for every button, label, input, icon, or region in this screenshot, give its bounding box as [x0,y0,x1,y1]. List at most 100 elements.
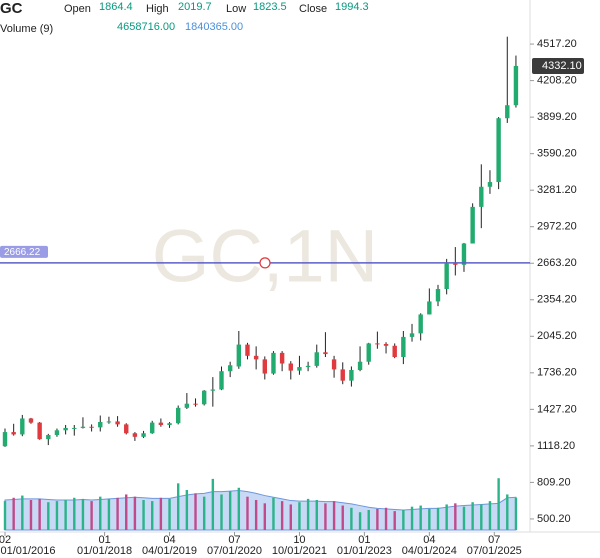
volume-bar [306,498,310,530]
x-tick-label: 01 [98,534,110,546]
volume-bar [125,494,128,530]
volume-bar [81,498,85,530]
volume-ma-area [4,490,517,531]
y-tick-label: 1118.20 [537,440,575,452]
volume-ma-value: 1840365.00 [185,21,243,33]
volume-bar [410,506,414,530]
candle-body [340,369,345,381]
high-label: High [146,3,169,15]
candle-body [72,427,77,429]
candle-body [176,407,181,424]
candle-body [470,206,475,244]
volume-bar [159,497,163,530]
candle-body [253,355,259,360]
volume-bar [73,497,76,530]
volume-bar [47,502,50,530]
y-tick-label: 3899.20 [537,111,577,123]
candle-body [297,367,302,371]
candle-body [37,422,42,440]
candle-body [193,403,198,405]
volume-bar [419,505,422,530]
candle-body [279,352,285,364]
x-date-label: 04/01/2019 [142,545,197,557]
x-date-label: 04/01/2024 [402,545,457,557]
x-date-label: 07/01/2020 [207,545,262,557]
volume-bar [211,478,215,530]
open-label: Open [64,3,91,15]
last-price-label: 4332.10 [542,60,582,72]
candle-body [401,336,406,358]
volume-bar [254,500,258,530]
candle-body [505,105,510,119]
y-tick-label: 2972.20 [537,221,577,233]
volume-bar [298,502,301,530]
volume-bar [324,503,327,530]
candle-body [383,344,389,346]
candle-body [219,371,224,390]
x-date-label: 01/01/2023 [337,545,392,557]
low-value: 1823.5 [253,1,287,13]
candle-body [20,418,25,435]
volume-bar [220,494,223,530]
candle-body [479,186,484,207]
volume-bar [445,504,448,530]
volume-bar [246,496,249,530]
candle-body [435,289,441,302]
candle-body [158,422,164,425]
x-tick-label: 02 [0,534,11,546]
volume-bar [350,507,353,530]
candle-body [141,433,146,437]
candle-body [496,118,501,183]
candle-body [453,263,458,265]
volume-bar [90,501,93,530]
close-value: 1994.3 [335,1,369,13]
x-date-label: 01/01/2016 [0,545,55,557]
volume-bar [133,496,137,530]
volume-bar [289,504,292,530]
volume-bar [332,501,336,530]
y-tick-label: 1427.20 [537,403,577,415]
candle-body [418,314,423,334]
y-tick-label: 3281.20 [537,184,577,196]
candle-body [262,359,267,374]
candle-body [63,427,68,431]
candle-body [115,421,120,425]
volume-bar [272,497,275,530]
volume-bar [38,498,41,530]
volume-bar [393,511,396,530]
close-label: Close [299,3,327,15]
volume-bar [436,507,440,530]
candle-body [227,365,233,372]
volume-bar [488,501,492,530]
y-tick-label: 809.20 [537,476,571,488]
volume-bar [480,504,483,530]
volume-bar [506,494,509,530]
candle-body [305,365,311,368]
volume-bar [116,497,119,530]
volume-bar [263,503,266,530]
candle-body [487,182,493,187]
candle-body [331,359,337,370]
candle-body [11,432,16,435]
volume-label: Volume (9) [0,23,53,35]
watermark: GC,1N [152,215,378,298]
y-tick-label: 2354.20 [537,294,577,306]
volume-bar [471,502,474,530]
x-tick-label: 04 [423,534,435,546]
volume-bar [376,508,379,530]
open-value: 1864.4 [99,1,133,13]
level-handle [259,257,271,269]
volume-bar [280,501,284,530]
volume-bar [185,490,189,530]
y-tick-label: 3590.20 [537,148,577,160]
x-tick-label: 07 [488,534,500,546]
volume-bar [462,506,466,530]
candle-body [375,343,380,345]
volume-bar [3,501,7,530]
x-tick-label: 10 [293,534,305,546]
volume-bar [194,493,197,530]
candle-body [46,435,51,440]
y-tick-label: 2045.20 [537,330,577,342]
volume-bar [428,508,431,530]
